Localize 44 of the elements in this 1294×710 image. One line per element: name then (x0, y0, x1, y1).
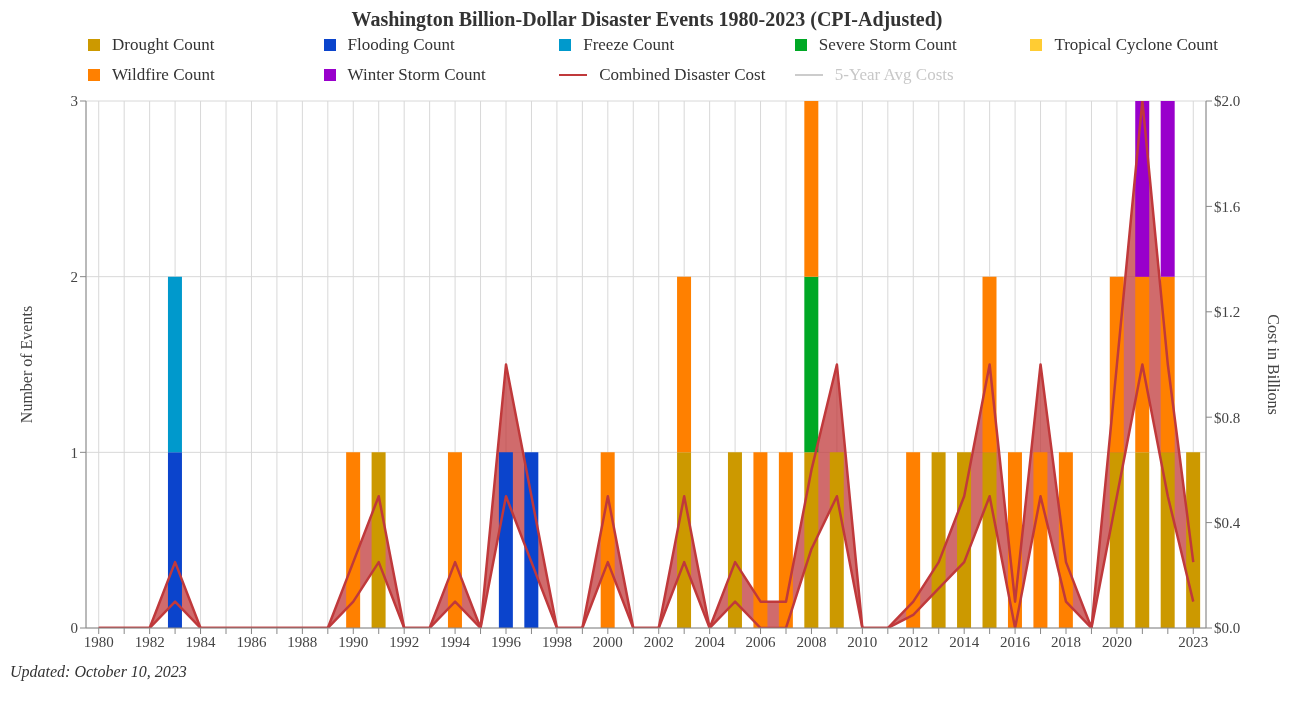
x-tick-label: 1990 (338, 633, 369, 650)
legend-label: Wildfire Count (112, 65, 215, 85)
x-tick-label: 2010 (847, 633, 878, 650)
y-axis-title: Number of Events (17, 305, 35, 424)
text: Updated: October 10, 2023 (9, 663, 188, 681)
x-tick-label: 1994 (440, 633, 471, 650)
x-tick-label: 1986 (236, 633, 267, 650)
legend-label: Combined Disaster Cost (599, 65, 766, 85)
x-tick-label: 2002 (643, 633, 674, 650)
y2-tick-label: $0.4 (1214, 514, 1241, 531)
x-tick-label: 2004 (694, 633, 726, 650)
y-tick-label: 0 (70, 620, 78, 637)
x-tick-label: 2014 (949, 633, 980, 650)
x-tick-label: 1982 (134, 633, 165, 650)
y2-tick-label: $1.2 (1214, 304, 1241, 321)
legend-label: Winter Storm Count (347, 65, 486, 85)
x-tick-label: 2000 (592, 633, 623, 650)
x-tick-label: 1992 (389, 633, 420, 650)
x-tick-label: 1988 (287, 633, 318, 650)
x-tick-label: 1984 (185, 633, 217, 650)
x-tick-label: 2016 (1000, 633, 1031, 650)
legend-label: Drought Count (112, 35, 215, 55)
y2-tick-label: $2.0 (1214, 93, 1241, 110)
x-tick-label: 1980 (83, 633, 114, 650)
x-tick-label: 2023 (1178, 633, 1209, 650)
y2-tick-label: $1.6 (1214, 198, 1241, 215)
y-tick-label: 2 (70, 268, 78, 285)
chart-title: Washington Billion-Dollar Disaster Events 1980-2023 (CPI-Adjusted) (350, 8, 944, 31)
legend-label: Flooding Count (347, 35, 455, 55)
y2-tick-label: $0.0 (1214, 620, 1241, 637)
x-tick-label: 2006 (745, 633, 777, 650)
legend-label: Tropical Cyclone Count (1054, 35, 1219, 55)
y2-axis-title: Cost in Billions (1265, 314, 1283, 415)
y2-tick-label: $0.8 (1214, 409, 1241, 426)
x-tick-label: 2018 (1051, 633, 1081, 650)
y-tick-label: 1 (70, 444, 78, 461)
x-tick-label: 2020 (1101, 633, 1132, 650)
x-tick-label: 2012 (898, 633, 929, 650)
y-tick-label: 3 (70, 93, 78, 110)
x-tick-label: 1996 (491, 633, 522, 650)
x-tick-label: 2008 (796, 633, 827, 650)
legend-label: Severe Storm Count (818, 35, 957, 55)
x-tick-label: 1998 (541, 633, 572, 650)
legend-label: Freeze Count (583, 35, 675, 55)
